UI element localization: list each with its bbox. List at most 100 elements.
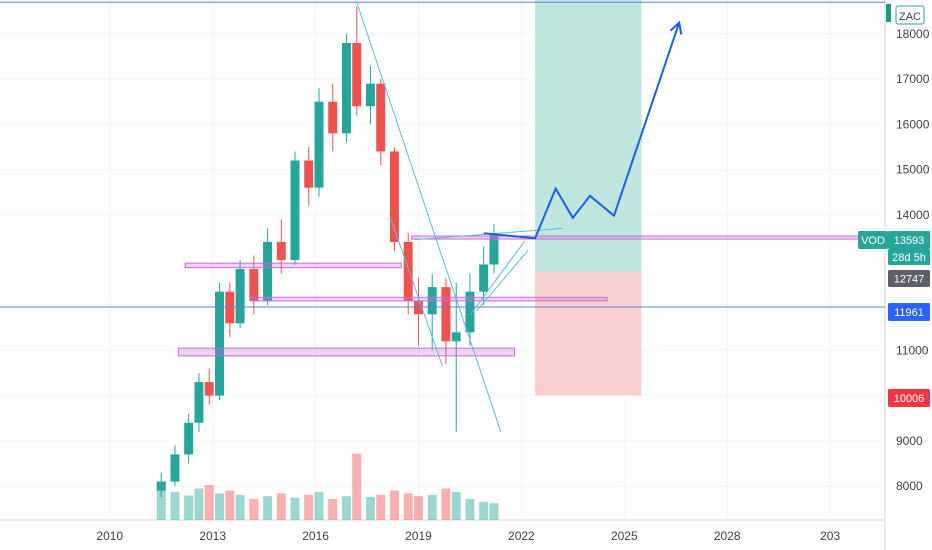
volume-bar (489, 503, 499, 520)
countdown-badge-bg (888, 249, 930, 265)
volume-bar (235, 494, 245, 520)
candle-body (314, 101, 324, 188)
volume-bar (328, 499, 338, 520)
candle-body (479, 264, 489, 292)
price-zone (411, 235, 886, 240)
candle-body (489, 233, 499, 265)
volume-bar (156, 481, 166, 520)
target-zone (535, 0, 642, 272)
volume-bar (276, 493, 286, 520)
candle-body (194, 382, 204, 423)
level-price-badge-text: 11961 (894, 307, 924, 319)
horizontal-lines[interactable] (0, 1, 885, 308)
volume-bar (215, 493, 225, 520)
volume-bar (441, 488, 451, 520)
candle-body (170, 454, 180, 482)
last-price-badge: 13593 (888, 231, 930, 249)
candle-body (403, 241, 413, 301)
currency-badge-marker (886, 4, 891, 22)
candle-body (204, 382, 214, 396)
candle-body (184, 422, 194, 455)
candle-body (341, 42, 351, 134)
trend-line (356, 2, 502, 432)
stop-price-badge: 10006 (888, 389, 930, 407)
x-tick-label: 2022 (508, 529, 535, 543)
stop-price-badge-text: 10006 (894, 393, 925, 405)
countdown-badge: 28d 5h (888, 249, 930, 265)
x-tick-label: 2025 (611, 529, 638, 543)
currency-badge-text: ZAC (899, 11, 921, 23)
y-tick-label: 9000 (896, 434, 923, 448)
entry-price-badge-bg (888, 270, 930, 287)
volume-bar (225, 490, 235, 520)
candle-body (352, 42, 362, 107)
volume-bar (304, 494, 314, 520)
x-axis: 2010 2013 2016 2019 2022 2025 2028 203 (96, 529, 840, 543)
last-price-badge-bg (888, 231, 930, 249)
volume-bar (341, 496, 351, 520)
projection-line (483, 22, 681, 240)
y-tick-label: 17000 (896, 72, 930, 86)
trend-line (476, 249, 529, 311)
candle-body (156, 481, 166, 491)
candle-body (290, 160, 300, 260)
x-tick-label: 2016 (302, 529, 329, 543)
trend-line (469, 240, 526, 316)
price-zone (184, 262, 402, 269)
candle-body (263, 241, 273, 301)
candle-body (389, 151, 399, 242)
candlestick-series (156, 6, 499, 498)
candle-body (215, 291, 225, 396)
volume-bar (352, 453, 362, 520)
volume-bars (156, 453, 499, 520)
candle-body (276, 241, 286, 260)
entry-price-badge: 12747 (888, 270, 930, 287)
currency-badge: ZAC (886, 4, 925, 25)
candle-body (465, 291, 475, 333)
entry-price-badge-text: 12747 (894, 274, 925, 286)
projection-arrowhead (669, 20, 683, 35)
price-zone (177, 347, 516, 357)
x-tick-label: 203 (820, 529, 840, 543)
price-badges: ZAC VOD 13593 28d 5h 12747 11961 10006 (858, 4, 930, 407)
y-tick-label: 16000 (896, 117, 930, 131)
candle-body (328, 101, 338, 134)
x-tick-label: 2010 (96, 529, 123, 543)
symbol-badge-bg (858, 231, 888, 249)
volume-bar (427, 494, 437, 520)
volume-bar (204, 485, 214, 520)
x-tick-label: 2013 (199, 529, 226, 543)
price-zone (249, 296, 608, 302)
x-tick-label: 2028 (714, 529, 741, 543)
volume-bar (249, 499, 259, 520)
volume-bar (184, 495, 194, 520)
volume-bar (451, 492, 461, 520)
stop-zone (535, 271, 642, 396)
volume-bar (365, 496, 375, 520)
candle-body (249, 269, 259, 301)
y-tick-label: 11000 (896, 343, 929, 357)
stop-price-badge-bg (888, 389, 930, 407)
candle-body (451, 332, 461, 342)
volume-bar (413, 496, 423, 520)
volume-bar (194, 488, 204, 520)
volume-bar (403, 493, 413, 520)
level-price-badge: 11961 (888, 303, 930, 321)
volume-bar (479, 501, 489, 520)
candle-body (441, 287, 451, 342)
volume-bar (290, 497, 300, 520)
currency-badge-bg (895, 5, 925, 25)
long-position-tool[interactable] (535, 0, 642, 396)
candle-body (304, 160, 314, 188)
trend-line (390, 219, 443, 367)
volume-bar (376, 494, 386, 520)
last-price-badge-text: 13593 (894, 235, 925, 247)
level-price-badge-bg (888, 303, 930, 321)
projection-path[interactable] (483, 20, 683, 240)
y-tick-label: 15000 (896, 163, 930, 177)
countdown-badge-text: 28d 5h (892, 252, 926, 264)
support-resistance-zones[interactable] (177, 235, 886, 357)
